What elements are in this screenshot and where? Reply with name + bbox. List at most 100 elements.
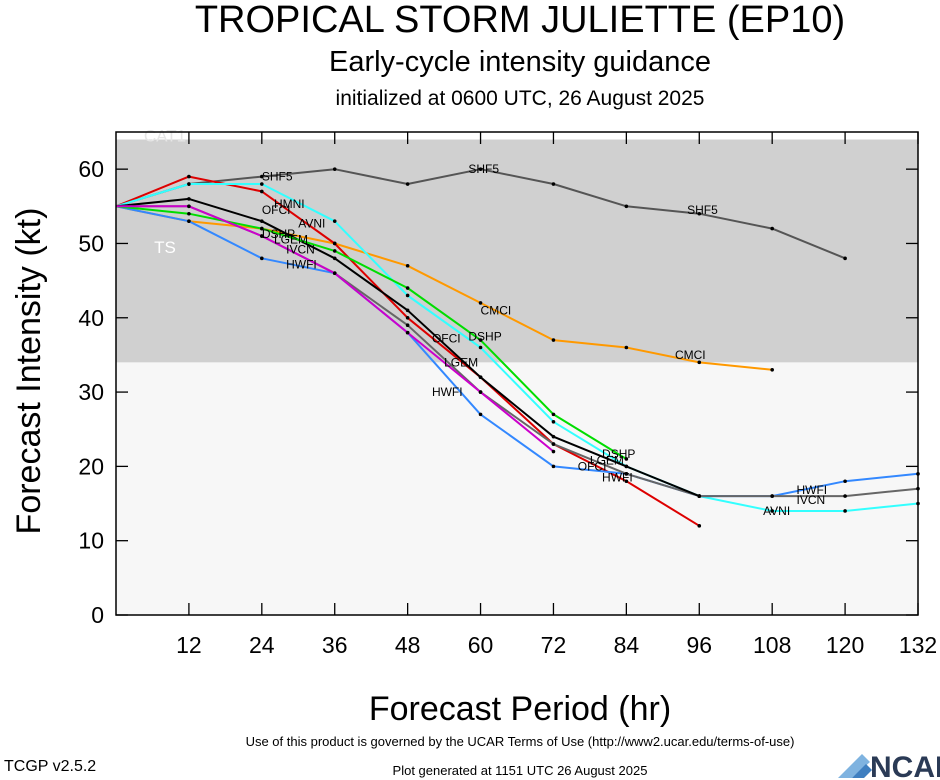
y-tick-label: 10 [78, 528, 104, 554]
series-label-avni: AVNI [763, 504, 790, 518]
data-point-avni [187, 182, 191, 186]
logo-mark-accent-icon [852, 764, 872, 778]
data-point-lgem [478, 390, 483, 394]
data-point-shf5 [260, 174, 264, 179]
data-point-ivcn [624, 472, 629, 476]
data-point-cmci [697, 360, 702, 365]
x-tick-label: 48 [395, 632, 421, 658]
data-point-ivcn [551, 442, 556, 446]
series-label-shf5: SHF5 [468, 162, 499, 176]
data-point-hmni [187, 174, 191, 179]
data-point-avni [551, 420, 556, 424]
band-label-ts: TS [154, 238, 176, 257]
plot-frame [115, 131, 919, 616]
series-label-lgem: LGEM [590, 453, 624, 467]
chart-subtitle: Early-cycle intensity guidance [329, 46, 711, 78]
x-tick-label: 84 [614, 632, 640, 658]
chart-init-time: initialized at 0600 UTC, 26 August 2025 [336, 87, 705, 110]
data-point-ofci [187, 197, 191, 201]
band-label-cat1: CAT1 [144, 126, 186, 145]
x-tick-label: 60 [468, 632, 494, 658]
data-point-ofci [551, 434, 556, 439]
y-tick-label: 20 [78, 453, 104, 479]
data-point-dshp [478, 338, 483, 342]
series-label-ivcn: IVCN [796, 493, 825, 507]
series-label-dshp: DSHP [468, 329, 501, 343]
data-point-hwfi [843, 479, 847, 484]
logo-mark-icon [838, 754, 870, 778]
data-point-hwfi [478, 412, 483, 417]
y-tick-label: 50 [78, 230, 104, 256]
series-label-ofci: OFCI [432, 332, 461, 346]
band-ts [116, 139, 918, 363]
x-tick-label: 36 [322, 632, 348, 658]
data-point-avni [405, 293, 410, 298]
series-label-hwfi: HWFI [432, 385, 463, 399]
plot-generated-time: Plot generated at 1151 UTC 26 August 202… [393, 763, 648, 778]
data-point-ofci [260, 219, 264, 223]
data-point-shf5 [478, 167, 483, 171]
y-tick-label: 30 [78, 379, 104, 405]
below-ts-band [116, 362, 918, 615]
version-label: TCGP v2.5.2 [4, 758, 96, 775]
data-point-shf5 [551, 182, 556, 186]
series-label-dshp: DSHP [602, 447, 635, 461]
series-label-cmci: CMCI [675, 348, 706, 362]
data-point-ofci [405, 308, 410, 313]
data-point-lgem [551, 449, 556, 454]
series-line-dshp [115, 205, 627, 460]
data-point-cmci [551, 338, 556, 342]
data-point-ofci [697, 494, 702, 498]
data-point-shf5 [843, 256, 847, 261]
data-point-cmci [405, 263, 410, 268]
ncar-logo: NCAR [838, 751, 940, 780]
series-group [115, 167, 920, 528]
series-line-cmci [115, 205, 773, 371]
series-label-shf5: SHF5 [687, 203, 718, 217]
data-point-cmci [770, 367, 774, 372]
data-point-ivcn [405, 323, 410, 328]
series-label-ivcn: IVCN [286, 242, 315, 256]
data-point-hwfi [551, 464, 556, 469]
data-point-hmni [697, 524, 702, 528]
series-line-hwfi [115, 205, 919, 498]
data-point-shf5 [332, 167, 337, 171]
series-label-cmci: CMCI [481, 303, 512, 317]
data-point-shf5 [405, 182, 410, 186]
data-point-ivcn [770, 494, 774, 498]
data-point-shf5 [697, 211, 702, 216]
data-point-avni [332, 219, 337, 223]
chart-title: TROPICAL STORM JULIETTE (EP10) [195, 0, 845, 41]
x-tick-label: 24 [249, 632, 275, 658]
data-point-dshp [624, 457, 629, 461]
x-tick-label: 132 [899, 632, 937, 658]
data-point-shf5 [624, 204, 629, 209]
x-tick-label: 96 [686, 632, 712, 658]
data-point-hmni [624, 479, 629, 484]
data-point-ofci [624, 464, 629, 469]
data-point-hmni [332, 241, 337, 246]
data-point-lgem [187, 204, 191, 209]
data-point-avni [770, 509, 774, 513]
series-label-hmni: HMNI [274, 197, 305, 211]
series-label-lgem: LGEM [444, 355, 478, 369]
terms-of-use: Use of this product is governed by the U… [246, 734, 795, 749]
series-label-hwfi: HWFI [602, 471, 633, 485]
data-point-dshp [332, 249, 337, 253]
y-axis-title: Forecast Intensity (kt) [10, 208, 48, 535]
data-point-ivcn [843, 494, 847, 498]
data-point-hmni [405, 315, 410, 320]
series-label-lgem: LGEM [274, 233, 308, 247]
data-point-ofci [332, 256, 337, 261]
data-point-ofci [478, 375, 483, 380]
data-point-dshp [551, 412, 556, 417]
x-tick-label: 72 [541, 632, 567, 658]
logo-text: NCAR [870, 751, 940, 780]
series-label-ofci: OFCI [262, 203, 291, 217]
series-label-shf5: SHF5 [262, 170, 293, 184]
data-point-avni [478, 345, 483, 350]
data-point-hwfi [260, 256, 264, 261]
data-point-avni [260, 182, 264, 186]
data-point-cmci [624, 345, 629, 350]
data-point-lgem [405, 330, 410, 335]
